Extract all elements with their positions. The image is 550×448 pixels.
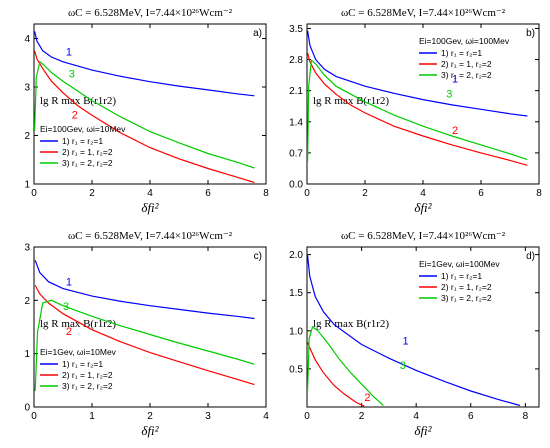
x-axis-label: δfi²	[141, 200, 159, 215]
x-tick-label: 0	[304, 411, 310, 422]
x-tick-label: 3	[205, 411, 211, 422]
curve-label-3: 3	[63, 301, 69, 313]
legend-entry-3: 3) r₁ = 2, r₂=2	[62, 158, 113, 168]
x-tick-label: 6	[468, 411, 474, 422]
x-tick-label: 0	[31, 411, 37, 422]
legend-entry-2: 2) r₁ = 1, r₂=2	[62, 147, 113, 157]
x-tick-label: 4	[263, 411, 269, 422]
chart-title: ωC = 6.528MeV, I=7.44×10²⁶Wcm⁻²	[341, 7, 506, 19]
x-tick-label: 2	[147, 411, 153, 422]
legend-header: Ei=1Gev, ωi=100Mev	[419, 259, 500, 269]
legend-entry-1: 1) r₁ = r₂=1	[62, 136, 103, 146]
series-line-3	[34, 60, 255, 169]
x-tick-label: 8	[523, 411, 529, 422]
x-axis-label: δfi²	[414, 423, 432, 438]
x-tick-label: 2	[362, 188, 368, 199]
plot-frame	[306, 246, 540, 408]
series-line-3	[306, 326, 384, 406]
chart-panel-3: ωC = 6.528MeV, I=7.44×10²⁶Wcm⁻² 0 1 2 3 4 0 1 2 3…	[24, 230, 269, 438]
panel-label: a)	[253, 28, 262, 39]
y-tick-label: 2.1	[289, 86, 303, 97]
series-line-1	[34, 31, 255, 97]
chart-title: ωC = 6.528MeV, I=7.44×10²⁶Wcm⁻²	[68, 7, 233, 19]
legend-entry-3: 3) r₁ = 2, r₂=2	[62, 381, 113, 391]
y-tick-label: 2	[24, 296, 30, 307]
x-axis-label: δfi²	[141, 423, 159, 438]
panel-label: c)	[254, 251, 262, 262]
series-line-1	[34, 260, 255, 320]
legend-entry-3: 3) r₁ = 2, r₂=2	[441, 70, 492, 80]
y-tick-label: 1.4	[289, 117, 303, 128]
chart-title: ωC = 6.528MeV, I=7.44×10²⁶Wcm⁻²	[68, 230, 233, 242]
x-tick-label: 1	[89, 411, 95, 422]
curve-label-2: 2	[452, 125, 458, 137]
legend-entry-1: 1) r₁ = r₂=1	[441, 48, 482, 58]
y-tick-label: 1	[24, 349, 30, 360]
x-tick-label: 0	[31, 188, 37, 199]
series-line-3	[34, 299, 255, 392]
series-line-3	[307, 59, 528, 162]
curve-label-3: 3	[400, 360, 406, 372]
y-tick-label: 3	[24, 243, 30, 254]
x-axis-label: δfi²	[414, 200, 432, 215]
y-tick-label: 0.7	[289, 148, 303, 159]
y-tick-label: 4	[24, 34, 30, 45]
y-tick-label: 0.5	[289, 364, 303, 375]
y-tick-label: 2.0	[289, 250, 303, 261]
x-tick-label: 4	[413, 411, 419, 422]
x-tick-label: 2	[359, 411, 365, 422]
legend-entry-2: 2) r₁ = 1, r₂=2	[62, 370, 113, 380]
curve-label-1: 1	[66, 47, 72, 59]
chart-panel-4: ωC = 6.528MeV, I=7.44×10²⁶Wcm⁻² 0 2 4 6 8 0.5 1…	[289, 230, 540, 438]
series-line-2	[34, 285, 255, 386]
chart-title: ωC = 6.528MeV, I=7.44×10²⁶Wcm⁻²	[341, 230, 506, 242]
curve-label-1: 1	[66, 276, 72, 288]
series-line-2	[34, 50, 255, 184]
series-line-2	[306, 341, 365, 407]
x-tick-label: 6	[205, 188, 211, 199]
legend-header: Ei=100Gev, ωi=10Mev	[40, 124, 126, 134]
legend-entry-3: 3) r₁ = 2, r₂=2	[441, 293, 492, 303]
legend-entry-2: 2) r₁ = 1, r₂=2	[441, 59, 492, 69]
legend-header: Ei=1Gev, ωi=10Mev	[40, 347, 117, 357]
x-tick-label: 8	[536, 188, 542, 199]
panel-label: b)	[526, 28, 535, 39]
series-line-1	[307, 30, 528, 117]
curve-label-2: 2	[66, 326, 72, 338]
curve-label-1: 1	[452, 74, 458, 86]
y-tick-label: 1.0	[289, 326, 303, 337]
legend-entry-1: 1) r₁ = r₂=1	[62, 359, 103, 369]
y-tick-label: 1	[24, 180, 30, 191]
curve-label-3: 3	[446, 88, 452, 100]
x-tick-label: 0	[304, 188, 310, 199]
x-tick-label: 4	[147, 188, 153, 199]
x-tick-label: 8	[263, 188, 269, 199]
curve-label-2: 2	[364, 392, 370, 404]
series-line-1	[306, 254, 521, 407]
y-tick-label: 3.5	[289, 24, 303, 35]
y-tick-label: 0.0	[289, 180, 303, 191]
series-line-2	[307, 52, 528, 166]
legend-entry-2: 2) r₁ = 1, r₂=2	[441, 282, 492, 292]
chart-panel-1: ωC = 6.528MeV, I=7.44×10²⁶Wcm⁻² 0 2 4 6 8 1 2 3 4…	[24, 7, 269, 215]
y-tick-label: 2.8	[289, 55, 303, 66]
y-tick-label: 2	[24, 131, 30, 142]
y-tick-label: 1.5	[289, 288, 303, 299]
curve-label-1: 1	[403, 336, 409, 348]
y-axis-label: lg R max B(r1r2)	[40, 95, 116, 107]
y-axis-label: lg R max B(r1r2)	[40, 318, 116, 330]
chart-panel-2: ωC = 6.528MeV, I=7.44×10²⁶Wcm⁻² 0 2 4 6 8 0.0 0…	[289, 7, 542, 215]
curve-label-2: 2	[72, 110, 78, 122]
y-axis-label: lg R max B(r1r2)	[313, 318, 389, 330]
y-tick-label: 0	[24, 403, 30, 414]
curve-label-3: 3	[69, 68, 75, 80]
y-tick-label: 3	[24, 83, 30, 94]
legend-header: Ei=100Gev, ωi=100Mev	[419, 36, 510, 46]
x-tick-label: 4	[420, 188, 426, 199]
x-tick-label: 2	[89, 188, 95, 199]
legend-entry-1: 1) r₁ = r₂=1	[441, 271, 482, 281]
x-tick-label: 6	[478, 188, 484, 199]
panel-label: d)	[526, 251, 535, 262]
